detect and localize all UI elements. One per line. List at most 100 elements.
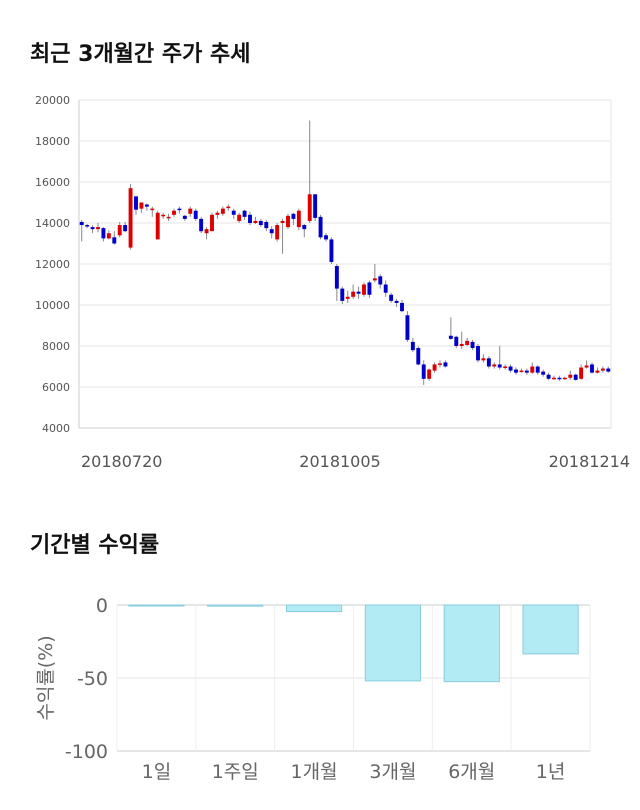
candle-body bbox=[193, 210, 198, 219]
candle-body bbox=[101, 228, 106, 239]
candle-body bbox=[264, 221, 269, 229]
return-bar bbox=[128, 604, 185, 607]
candle-body bbox=[362, 284, 366, 295]
candle-body bbox=[443, 362, 448, 367]
candle-body bbox=[524, 370, 529, 373]
return-bar bbox=[443, 604, 500, 683]
candle-body bbox=[242, 210, 247, 217]
candle-body bbox=[508, 366, 513, 371]
x-tick-label: 20181214 bbox=[549, 452, 630, 471]
candle-body bbox=[595, 370, 600, 373]
candle-body bbox=[275, 225, 280, 240]
candle-body bbox=[123, 225, 128, 232]
candle-body bbox=[172, 210, 176, 215]
x-tick-label: 20180720 bbox=[81, 452, 162, 471]
candle-body bbox=[497, 364, 502, 368]
candle-body bbox=[557, 377, 562, 380]
candle-body bbox=[280, 220, 285, 223]
y-tick-label: 10000 bbox=[35, 299, 70, 312]
candle-body bbox=[204, 229, 209, 234]
return-bar bbox=[522, 604, 579, 655]
y-tick-label: 12000 bbox=[35, 258, 70, 271]
y-tick-label: 0 bbox=[96, 595, 108, 617]
candle-body bbox=[546, 374, 551, 379]
return-bar bbox=[285, 604, 343, 613]
candle-body bbox=[117, 225, 122, 236]
candle-body bbox=[459, 343, 464, 346]
x-tick-label: 1일 bbox=[142, 761, 172, 783]
candle-body bbox=[590, 364, 594, 373]
candle-body bbox=[90, 227, 95, 230]
candle-body bbox=[378, 276, 383, 285]
return-bar bbox=[364, 604, 422, 682]
x-tick-label: 6개월 bbox=[448, 761, 495, 783]
y-tick-label: -100 bbox=[65, 741, 108, 763]
candle-body bbox=[220, 208, 225, 214]
candle-body bbox=[421, 364, 426, 379]
candle-body bbox=[465, 340, 470, 345]
y-tick-label: 8000 bbox=[42, 340, 70, 353]
y-tick-label: 20000 bbox=[35, 94, 70, 107]
candle-body bbox=[486, 358, 491, 367]
candle-body bbox=[128, 188, 133, 248]
candle-body bbox=[291, 213, 296, 219]
candle-body bbox=[568, 374, 573, 378]
y-tick-label: 18000 bbox=[35, 135, 70, 148]
y-tick-label: -50 bbox=[77, 668, 108, 690]
candle-body bbox=[519, 370, 524, 373]
candle-body bbox=[161, 214, 166, 217]
candle-body bbox=[106, 233, 111, 239]
candle-body bbox=[389, 294, 394, 301]
candle-body bbox=[144, 204, 149, 207]
candle-body bbox=[356, 291, 361, 294]
candle-body bbox=[226, 206, 231, 209]
candle-body bbox=[416, 348, 421, 365]
returns-chart-title: 기간별 수익률 bbox=[30, 533, 160, 558]
candle-body bbox=[448, 335, 453, 339]
candle-body bbox=[438, 363, 442, 365]
candle-body bbox=[584, 365, 589, 368]
price-chart-title: 최근 3개월간 주가 추세 bbox=[30, 42, 251, 67]
candle-body bbox=[177, 208, 182, 211]
candle-body bbox=[139, 202, 144, 209]
candle-body bbox=[345, 296, 350, 299]
x-tick-label: 1주일 bbox=[212, 761, 259, 783]
candle-body bbox=[410, 341, 415, 351]
candle-body bbox=[318, 216, 323, 238]
candle-body bbox=[155, 212, 160, 240]
candle-body bbox=[514, 369, 518, 373]
candle-body bbox=[248, 214, 252, 223]
y-tick-label: 4000 bbox=[42, 422, 70, 435]
candle-body bbox=[199, 218, 204, 232]
candle-body bbox=[237, 214, 242, 221]
candle-body bbox=[150, 208, 155, 211]
candlestick-chart: 20000 18000 16000 14000 12000 10000 8000 6000 40… bbox=[35, 94, 630, 471]
x-tick-label: 1년 bbox=[536, 761, 566, 783]
candle-body bbox=[269, 229, 274, 234]
candle-body bbox=[313, 194, 318, 218]
x-tick-label: 3개월 bbox=[369, 761, 416, 783]
candle-body bbox=[231, 210, 236, 215]
candle-body bbox=[166, 216, 171, 219]
y-tick-label: 14000 bbox=[35, 217, 70, 230]
candle-body bbox=[432, 364, 437, 371]
candle-body bbox=[600, 368, 605, 371]
candle-body bbox=[405, 315, 410, 340]
candle-body bbox=[454, 336, 459, 346]
candle-body bbox=[112, 237, 117, 244]
candle-body bbox=[481, 358, 486, 361]
candle-body bbox=[427, 369, 432, 379]
candle-body bbox=[573, 374, 578, 380]
candle-body bbox=[96, 227, 100, 230]
candle-body bbox=[394, 300, 399, 303]
candle-body bbox=[210, 214, 214, 232]
y-tick-label: 6000 bbox=[42, 381, 70, 394]
candle-body bbox=[351, 291, 356, 297]
x-tick-label: 20181005 bbox=[299, 452, 380, 471]
candle-body bbox=[85, 225, 90, 227]
x-tick-label: 1개월 bbox=[291, 761, 338, 783]
candle-body bbox=[334, 266, 339, 289]
candle-body bbox=[367, 282, 372, 295]
candle-body bbox=[134, 196, 138, 210]
